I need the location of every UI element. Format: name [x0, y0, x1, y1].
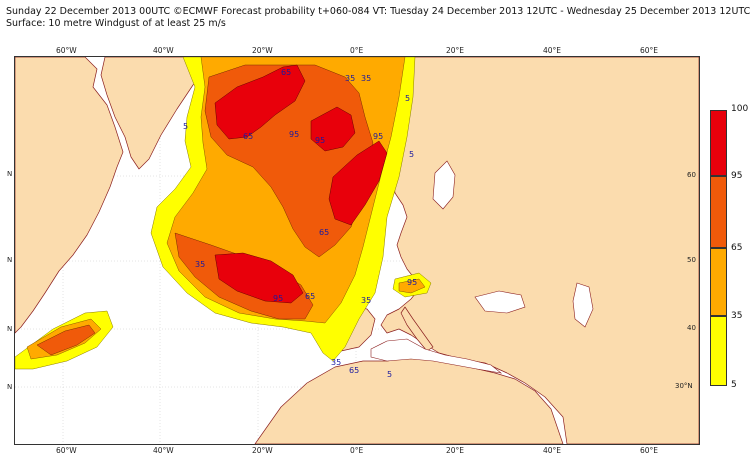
north-america-land: [15, 57, 124, 334]
left-lat-tick: N: [7, 383, 13, 391]
contour-label: 5: [405, 94, 410, 103]
contour-label: 5: [183, 122, 188, 131]
bottom-lon-tick: 20°E: [446, 446, 465, 455]
bottom-lon-tick: 60°E: [640, 446, 659, 455]
prob-area-65-atlantic: [36, 324, 96, 356]
bottom-lon-tick: 20°W: [252, 446, 273, 455]
colorbar-band-35-65: [710, 248, 727, 316]
colorbar-label: 95: [731, 171, 743, 181]
colorbar-band-5-35: [710, 316, 727, 386]
bottom-lon-tick: 0°E: [350, 446, 364, 455]
right-lat-tick: 30°N: [675, 382, 693, 390]
contour-label: 95: [289, 130, 299, 139]
map-canvas: 65 35 5 35 65 95 95 95 95 65 35 65 95 65…: [15, 57, 699, 444]
map-panel: 65 35 5 35 65 95 95 95 95 65 35 65 95 65…: [14, 56, 700, 445]
top-lon-tick: 20°W: [252, 46, 273, 55]
bottom-lon-tick: 60°W: [56, 446, 77, 455]
top-lon-tick: 40°E: [543, 46, 562, 55]
contour-label: 95: [273, 294, 283, 303]
contour-label: 35: [195, 260, 205, 269]
contour-label: 35: [331, 358, 341, 367]
colorbar-band-95-100: [710, 110, 727, 176]
contour-label: 95: [315, 136, 325, 145]
prob-area-35-adriatic: [398, 278, 426, 294]
chart-subtitle: Surface: 10 metre Windgust of at least 2…: [6, 18, 226, 29]
prob-area-95-atlantic: [214, 252, 304, 304]
contour-label: 65: [349, 366, 359, 375]
bottom-lon-tick: 40°W: [153, 446, 174, 455]
top-lon-tick: 20°E: [446, 46, 465, 55]
contour-label: 65: [243, 132, 253, 141]
left-lat-tick: N: [7, 256, 13, 264]
chart-title: Sunday 22 December 2013 00UTC ©ECMWF For…: [6, 6, 751, 17]
contour-label: 5: [387, 370, 392, 379]
contour-label: 35: [345, 74, 355, 83]
contour-label: 95: [373, 132, 383, 141]
top-lon-tick: 60°W: [56, 46, 77, 55]
colorbar-label: 100: [731, 104, 749, 114]
left-lat-tick: N: [7, 325, 13, 333]
caspian-sea: [572, 282, 594, 328]
colorbar-label: 5: [731, 380, 737, 390]
contour-label: 95: [407, 278, 417, 287]
black-sea: [474, 290, 526, 314]
bottom-lon-tick: 40°E: [543, 446, 562, 455]
contour-label: 65: [281, 68, 291, 77]
left-lat-tick: N: [7, 170, 13, 178]
colorbar-label: 65: [731, 243, 743, 253]
contour-label: 35: [361, 296, 371, 305]
contour-label: 65: [305, 292, 315, 301]
mediterranean-sea: [370, 338, 503, 374]
right-lat-tick: 60: [687, 171, 696, 179]
top-lon-tick: 60°E: [640, 46, 659, 55]
prob-area-95: [214, 64, 306, 140]
contour-label: 35: [361, 74, 371, 83]
top-lon-tick: 0°E: [350, 46, 364, 55]
top-lon-tick: 40°W: [153, 46, 174, 55]
colorbar-band-65-95: [710, 176, 727, 248]
colorbar-label: 35: [731, 311, 743, 321]
right-lat-tick: 50: [687, 256, 696, 264]
contour-label: 65: [319, 228, 329, 237]
baltic-sea: [432, 160, 456, 210]
contour-label: 5: [409, 150, 414, 159]
prob-area-95-norway: [328, 140, 388, 226]
right-lat-tick: 40: [687, 324, 696, 332]
prob-area-95-north: [310, 106, 356, 152]
